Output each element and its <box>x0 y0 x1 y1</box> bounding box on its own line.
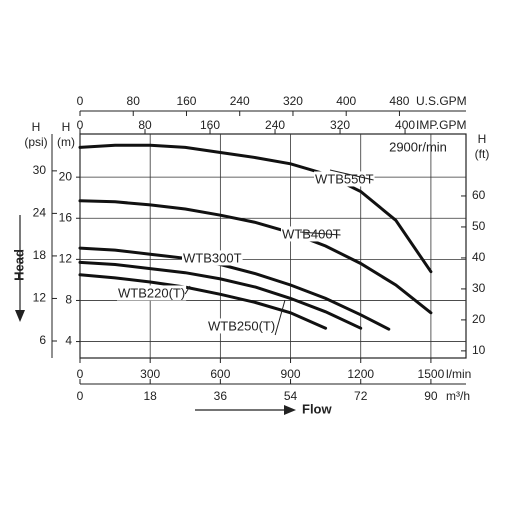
y-label-unit: (m) <box>57 135 75 149</box>
leader-line <box>184 285 191 295</box>
pump-curve <box>78 246 391 331</box>
curve-label: WTB220(T) <box>118 285 185 300</box>
y2ticks-label: 40 <box>472 250 486 264</box>
y3-label-unit: (psi) <box>24 135 47 149</box>
speed-label: 2900r/min <box>389 139 447 154</box>
x4ticks-label: 240 <box>265 118 285 132</box>
yticks-label: 12 <box>59 252 73 266</box>
speed-bg <box>372 138 462 156</box>
x3ticks-label: 160 <box>176 94 196 108</box>
curve-label: WTB400T <box>282 226 341 241</box>
y3ticks-label: 18 <box>33 248 47 262</box>
x2ticks-label: 72 <box>354 389 368 403</box>
x3ticks-label: 240 <box>230 94 250 108</box>
pump-curve <box>78 143 433 274</box>
xticks-label: 600 <box>210 367 230 381</box>
x2ticks-label: 18 <box>144 389 158 403</box>
curve-label-bg <box>117 285 187 301</box>
x2ticks-label: 0 <box>77 389 84 403</box>
curve-label: WTB300T <box>183 250 242 265</box>
curve-label: WTB550T <box>315 171 374 186</box>
curve-label-bg <box>207 318 277 334</box>
xticks-label: 900 <box>281 367 301 381</box>
x3ticks-label: 400 <box>336 94 356 108</box>
x3ticks-label: 320 <box>283 94 303 108</box>
y2ticks-label: 20 <box>472 312 486 326</box>
y2ticks-label: 60 <box>472 188 486 202</box>
xticks-label: 0 <box>77 367 84 381</box>
x4ticks-label: 400 <box>395 118 415 132</box>
leader-line <box>299 231 341 236</box>
pump-curve <box>78 273 328 330</box>
x4ticks-label: 320 <box>330 118 350 132</box>
xticks-label: 1500 <box>418 367 445 381</box>
x4-label: IMP.GPM <box>416 118 466 132</box>
x2ticks-label: 54 <box>284 389 298 403</box>
y2ticks-label: 50 <box>472 219 486 233</box>
yticks-label: 8 <box>65 293 72 307</box>
leader-line <box>329 169 374 181</box>
x2ticks-label: 36 <box>214 389 228 403</box>
curve-label-bg <box>314 171 375 187</box>
x4ticks-label: 80 <box>138 118 152 132</box>
y3ticks-label: 30 <box>33 163 47 177</box>
x4ticks-label: 160 <box>200 118 220 132</box>
x3ticks-label: 480 <box>389 94 409 108</box>
y3ticks-label: 6 <box>39 333 46 347</box>
leader-line <box>274 299 286 336</box>
curve-label-bg <box>281 226 342 242</box>
yticks-label: 4 <box>65 334 72 348</box>
pump-curve <box>78 260 363 330</box>
head-arrow-head <box>15 310 25 322</box>
pump-curve <box>78 199 433 315</box>
y3ticks-label: 12 <box>33 291 47 305</box>
yticks-label: 16 <box>59 210 73 224</box>
y2-label-unit: (ft) <box>475 147 490 161</box>
curve-label: WTB250(T) <box>208 318 275 333</box>
yticks-label: 20 <box>59 169 73 183</box>
x2ticks-label: 90 <box>424 389 438 403</box>
xticks-label: 300 <box>140 367 160 381</box>
y2-label-symbol: H <box>478 132 487 146</box>
y3ticks-label: 24 <box>33 206 47 220</box>
flow-label: Flow <box>302 401 332 416</box>
x2-label: m³/h <box>446 389 470 403</box>
y2ticks-label: 10 <box>472 343 486 357</box>
curve-label-bg <box>182 250 243 266</box>
x-label: l/min <box>446 367 471 381</box>
y-label-symbol: H <box>62 120 71 134</box>
y3-label-symbol: H <box>32 120 41 134</box>
y2ticks-label: 30 <box>472 281 486 295</box>
flow-arrow-head <box>284 405 296 415</box>
x3ticks-label: 0 <box>77 94 84 108</box>
x3ticks-label: 80 <box>127 94 141 108</box>
x3-label: U.S.GPM <box>416 94 467 108</box>
head-label: Head <box>11 249 26 281</box>
xticks-label: 1200 <box>347 367 374 381</box>
x4ticks-label: 0 <box>77 118 84 132</box>
